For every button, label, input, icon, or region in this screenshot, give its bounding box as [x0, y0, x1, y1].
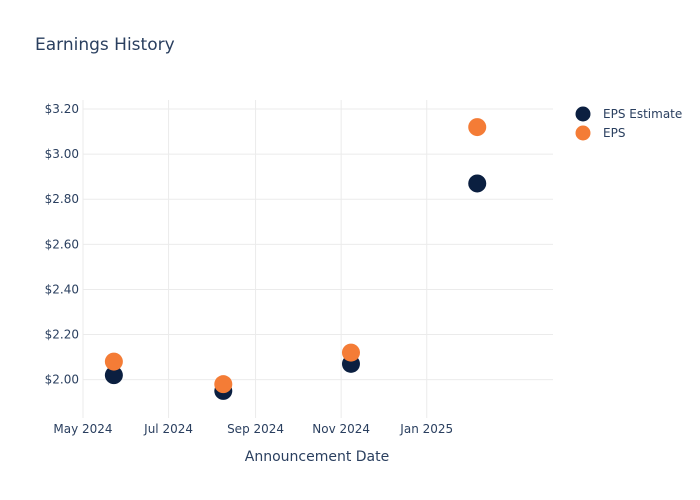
x-axis-title: Announcement Date [245, 449, 389, 465]
x-tick-label: Nov 2024 [312, 422, 370, 436]
data-point [468, 118, 487, 137]
y-tick-label: $3.00 [45, 147, 79, 161]
y-tick-label: $2.60 [45, 237, 79, 251]
legend-label: EPS [603, 126, 625, 140]
data-points [104, 118, 487, 400]
y-tick-label: $2.20 [45, 328, 79, 342]
x-tick-label: May 2024 [53, 422, 112, 436]
legend: EPS Estimate EPS [575, 106, 682, 141]
y-axis-ticks: $2.00 $2.20 $2.40 $2.60 $2.80 $3.00 $3.20 [45, 102, 79, 387]
data-point [341, 343, 360, 362]
legend-marker [575, 125, 591, 141]
y-tick-label: $2.00 [45, 373, 79, 387]
data-point [104, 366, 123, 385]
data-point [104, 352, 123, 371]
y-tick-label: $2.40 [45, 282, 79, 296]
x-tick-label: Jan 2025 [399, 422, 453, 436]
data-point [468, 174, 487, 193]
data-point [214, 375, 233, 394]
grid [82, 100, 553, 418]
chart-title: Earnings History [35, 35, 175, 55]
legend-label: EPS Estimate [603, 107, 682, 121]
legend-marker [575, 106, 591, 122]
x-tick-label: Sep 2024 [227, 422, 284, 436]
y-tick-label: $3.20 [45, 102, 79, 116]
y-tick-label: $2.80 [45, 192, 79, 206]
x-tick-label: Jul 2024 [143, 422, 193, 436]
x-axis-ticks: May 2024 Jul 2024 Sep 2024 Nov 2024 Jan 2025 [53, 422, 453, 436]
